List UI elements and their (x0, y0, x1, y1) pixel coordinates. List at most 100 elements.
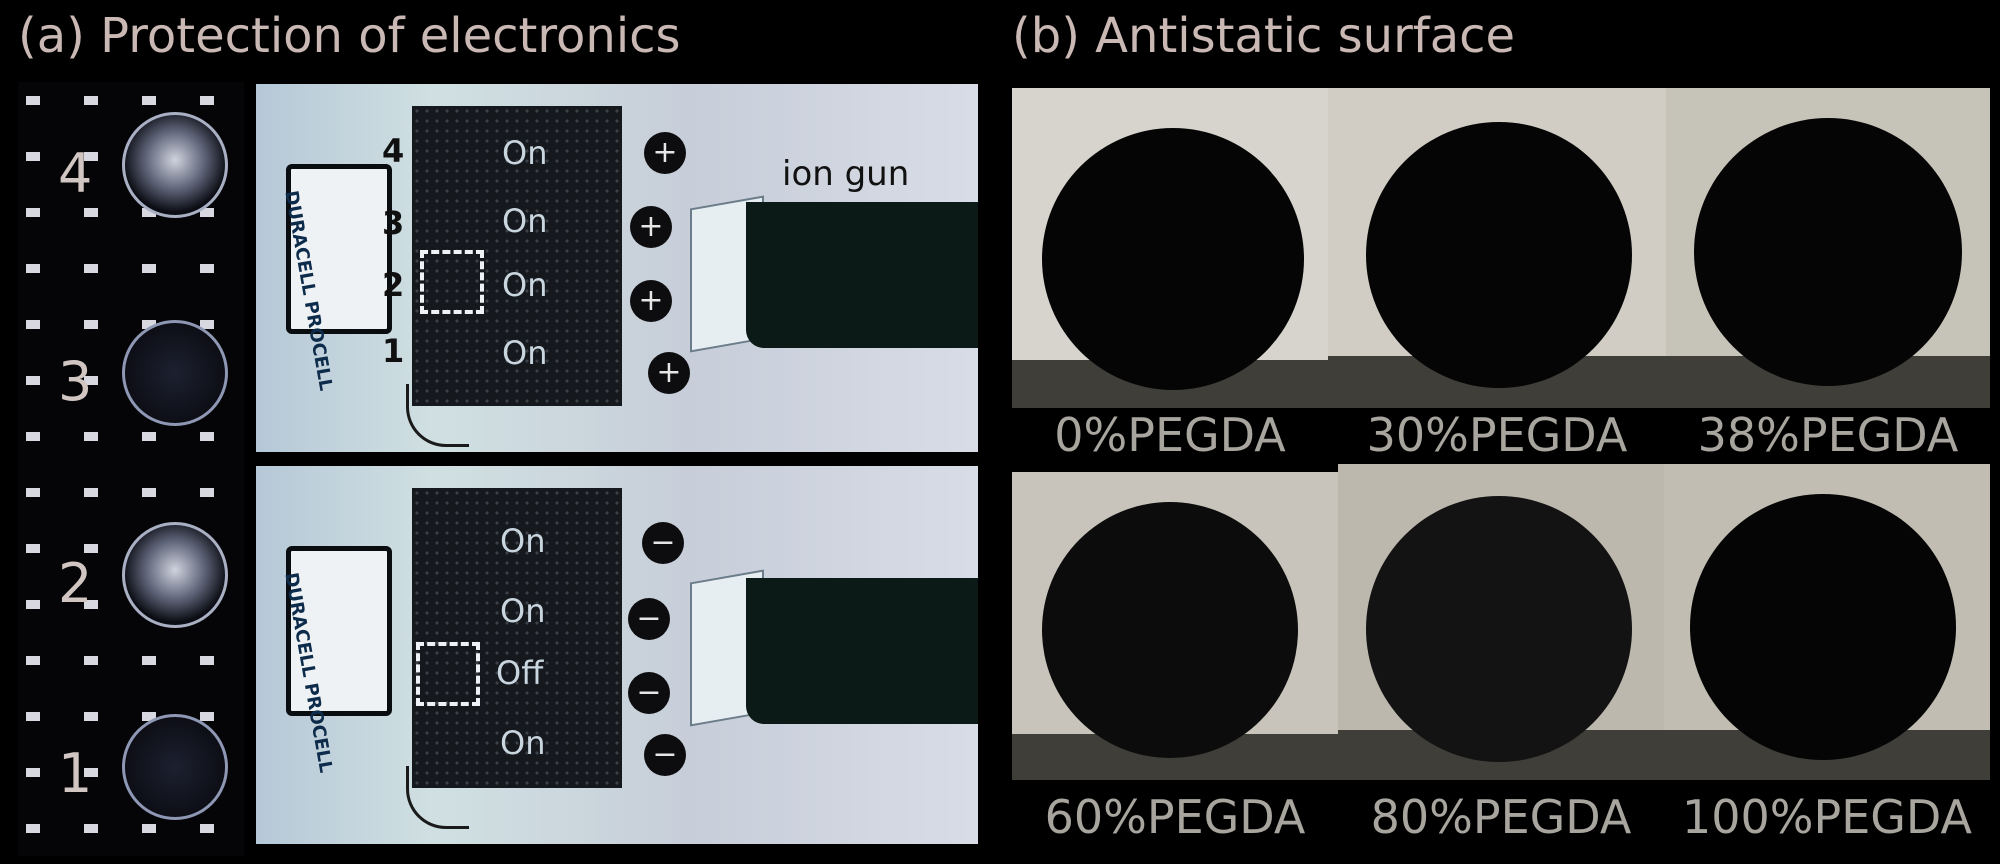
highlight-box (420, 250, 484, 314)
negative-charge-icon: − (644, 734, 686, 776)
positive-charge-icon: + (648, 352, 690, 394)
pegboard-hole (26, 376, 40, 385)
positive-charge-icon: + (644, 132, 686, 174)
pegboard-hole (84, 152, 98, 161)
pegboard-hole (142, 488, 156, 497)
wire (406, 384, 469, 447)
negative-charge-icon: − (642, 522, 684, 564)
pegboard-hole (26, 824, 40, 833)
pegboard-hole (84, 712, 98, 721)
switch-index-3: 3 (382, 204, 405, 242)
droplet-image-2 (1666, 88, 1990, 408)
droplet (1694, 118, 1962, 386)
pegboard-hole (142, 656, 156, 665)
ion-gun-icon (746, 202, 978, 348)
panel-b-title: (b) Antistatic surface (1012, 8, 1516, 64)
led-strip-photo: 4 3 2 1 (18, 82, 244, 856)
pegboard-hole (26, 712, 40, 721)
pegboard-hole (26, 656, 40, 665)
pegboard-hole (200, 824, 214, 833)
pegboard-hole (200, 96, 214, 105)
pegboard-hole (26, 96, 40, 105)
battery-icon: DURACELL PROCELL (280, 164, 392, 392)
droplet-image-5 (1664, 464, 1990, 780)
droplet (1042, 502, 1298, 758)
pegboard-hole (142, 208, 156, 217)
sample-label: 100%PEGDA (1681, 790, 1973, 844)
ion-gun-label: ion gun (782, 154, 910, 194)
led-3-icon (122, 320, 228, 426)
pegboard-hole (142, 264, 156, 273)
droplet (1366, 496, 1632, 762)
switch-state-4: On (502, 134, 548, 172)
positive-charge-icon: + (630, 206, 672, 248)
pegboard-hole (200, 208, 214, 217)
droplet (1690, 494, 1956, 760)
droplet-image-4 (1338, 464, 1664, 780)
battery-icon: DURACELL PROCELL (280, 546, 392, 774)
positive-charge-icon: + (630, 280, 672, 322)
droplet-image-3 (1012, 472, 1338, 780)
pegboard-hole (142, 96, 156, 105)
pegboard-hole (26, 544, 40, 553)
switch-state-4: On (500, 522, 546, 560)
pegboard-hole (26, 152, 40, 161)
pegboard-hole (200, 264, 214, 273)
breadboard (412, 106, 622, 406)
switch-index-1: 1 (382, 332, 405, 370)
led-4-icon (122, 112, 228, 218)
pegboard-hole (26, 432, 40, 441)
switch-state-1: On (502, 334, 548, 372)
pegboard-hole (84, 824, 98, 833)
pegboard-hole (200, 656, 214, 665)
pegboard-hole (200, 488, 214, 497)
switch-index-2: 2 (382, 266, 405, 304)
led-1-icon (122, 714, 228, 820)
panel-a-title: (a) Protection of electronics (18, 8, 681, 64)
pegboard-hole (200, 432, 214, 441)
switch-state-2: Off (496, 654, 544, 692)
pegboard-hole (200, 712, 214, 721)
switch-state-2: On (502, 266, 548, 304)
pegboard-hole (84, 264, 98, 273)
sample-label: 0%PEGDA (1054, 408, 1286, 462)
pegboard-hole (26, 264, 40, 273)
led-label-2: 2 (58, 552, 93, 615)
pegboard-hole (84, 432, 98, 441)
led-label-1: 1 (58, 742, 93, 805)
droplet-image-1 (1328, 88, 1666, 408)
pegboard-hole (200, 320, 214, 329)
pegboard-hole (142, 432, 156, 441)
negative-charge-icon: − (628, 598, 670, 640)
pegboard-hole (26, 768, 40, 777)
pegboard-hole (84, 320, 98, 329)
sample-label: 80%PEGDA (1370, 790, 1632, 844)
pegboard-hole (84, 656, 98, 665)
switch-state-1: On (500, 724, 546, 762)
droplet-image-0 (1012, 88, 1328, 408)
negative-charge-icon: − (628, 672, 670, 714)
circuit-photo-positive: DURACELL PROCELL 4 3 2 1 On On On On + +… (256, 84, 978, 452)
sample-label: 60%PEGDA (1044, 790, 1306, 844)
switch-state-3: On (500, 592, 546, 630)
led-label-3: 3 (58, 350, 93, 413)
circuit-photo-negative: DURACELL PROCELL On On Off On − − − − (256, 466, 978, 844)
pegboard-hole (26, 488, 40, 497)
sample-label: 30%PEGDA (1366, 408, 1628, 462)
pegboard-hole (142, 824, 156, 833)
pegboard-hole (26, 208, 40, 217)
led-2-icon (122, 522, 228, 628)
pegboard-hole (84, 600, 98, 609)
ion-gun-icon (746, 578, 978, 724)
pegboard-hole (84, 488, 98, 497)
switch-state-3: On (502, 202, 548, 240)
pegboard-hole (84, 208, 98, 217)
pegboard-hole (84, 376, 98, 385)
breadboard (412, 488, 622, 788)
switch-index-4: 4 (382, 132, 405, 170)
pegboard-hole (142, 712, 156, 721)
pegboard-hole (26, 600, 40, 609)
droplet (1366, 122, 1632, 388)
pegboard-hole (84, 544, 98, 553)
pegboard-hole (26, 320, 40, 329)
